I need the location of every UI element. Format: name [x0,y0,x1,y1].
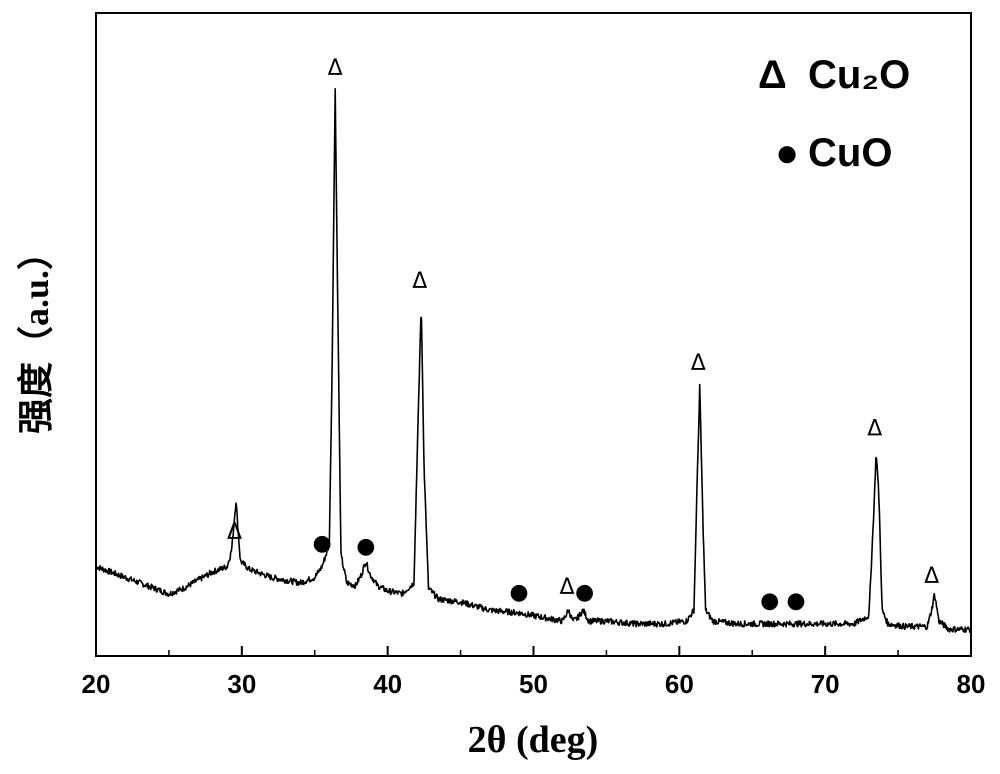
x-tick-label: 40 [373,669,402,699]
x-tick-label: 80 [957,669,986,699]
x-ticks [95,646,972,656]
plot-frame [95,12,972,657]
legend-marker-cuo: ● [775,131,799,175]
cuo-peak-marker: ● [356,534,375,559]
cuo-peak-marker: ● [760,588,779,613]
x-tick-labels: 20 30 40 50 60 70 80 [82,669,986,699]
legend-label-cu2o: Cu₂O [808,53,910,97]
x-axis-title: 2θ (deg) [468,719,599,761]
legend-label-cuo: CuO [808,131,892,175]
legend: Δ Cu₂O ● CuO [758,53,910,175]
cu2o-peak-marker: Δ [867,416,882,441]
x-tick-label: 50 [519,669,548,699]
xrd-pattern-line [95,88,972,633]
x-tick-label: 20 [82,669,111,699]
cuo-peak-marker: ● [786,588,805,613]
cuo-peak-marker: ● [312,531,331,556]
cuo-peak-marker: ● [509,580,528,605]
cu2o-peak-marker: Δ [560,575,575,600]
cu2o-peak-marker: Δ [924,564,939,589]
legend-marker-cu2o: Δ [758,53,787,97]
cu2o-peak-marker: Δ [691,351,706,376]
x-tick-label: 60 [665,669,694,699]
y-axis-title: 强度（a.u.） [16,234,56,434]
x-tick-label: 70 [811,669,840,699]
cu2o-peak-marker: Δ [412,269,427,294]
cu2o-peak-marker: Δ [227,520,242,545]
cu2o-peak-marker: Δ [328,56,343,81]
x-tick-label: 30 [227,669,256,699]
cuo-peak-marker: ● [575,580,594,605]
